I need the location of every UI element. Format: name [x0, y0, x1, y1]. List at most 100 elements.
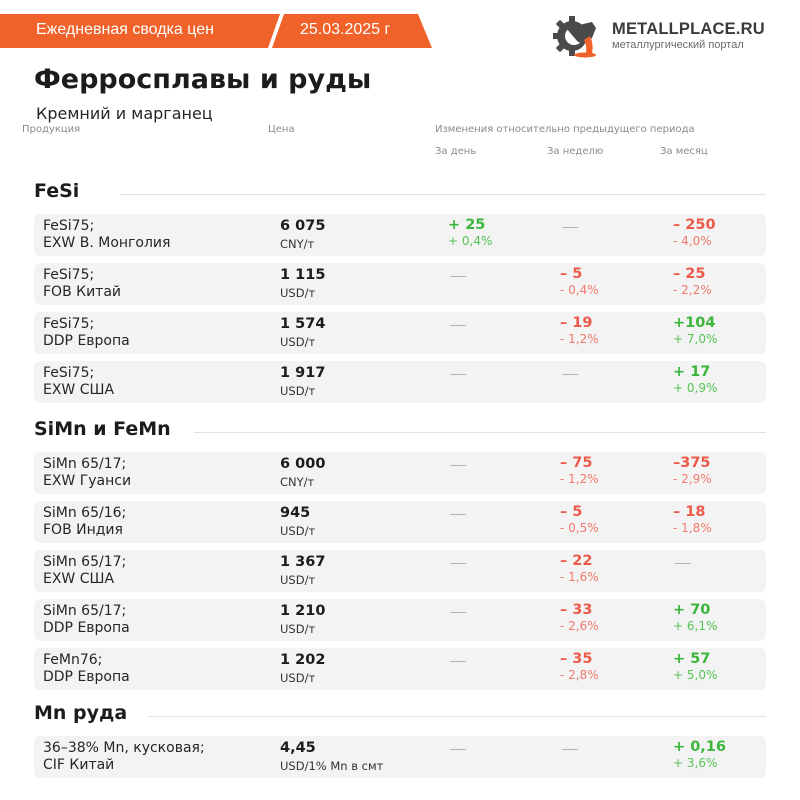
- change-month-value: + 57: [673, 651, 711, 667]
- price-unit: USD/т: [280, 573, 316, 587]
- change-day-value: + 25: [448, 217, 486, 233]
- price-unit: USD/т: [280, 671, 316, 685]
- change-month-value: + 0,16: [673, 739, 726, 755]
- price-unit: USD/т: [280, 384, 316, 398]
- table-row: SiMn 65/17; DDP Европа 1 210 USD/т – 33- 2,6…: [34, 599, 766, 641]
- change-month-value: – 250: [673, 217, 716, 233]
- table-row: 36–38% Mn, кусковая; CIF Китай 4,45 USD/1% …: [34, 736, 766, 778]
- price-value: 945: [280, 505, 311, 521]
- change-week: – 22- 1,6%: [560, 553, 599, 584]
- change-week-value: – 19: [560, 315, 593, 331]
- price-value: 1 917: [280, 365, 326, 381]
- no-change-dash-icon: [562, 227, 578, 228]
- price-value: 1 574: [280, 316, 326, 332]
- change-week: – 5- 0,5%: [560, 504, 599, 535]
- change-month-percent: + 3,6%: [673, 756, 718, 770]
- change-week-value: – 22: [560, 553, 593, 569]
- change-month-percent: - 2,2%: [673, 283, 712, 297]
- product-name: FeSi75; EXW США: [43, 365, 114, 399]
- product-basis: EXW В. Монголия: [43, 235, 171, 251]
- change-month-value: + 70: [673, 602, 711, 618]
- product-grade: FeMn76;: [43, 652, 103, 668]
- table-row: SiMn 65/17; EXW Гуанси 6 000 CNY/т – 75- 1,2…: [34, 452, 766, 494]
- change-month-value: – 18: [673, 504, 706, 520]
- change-month-percent: + 5,0%: [673, 668, 718, 682]
- price-unit: CNY/т: [280, 475, 315, 489]
- section-divider: [194, 432, 766, 433]
- change-month: – 25- 2,2%: [673, 266, 712, 297]
- section-title: FeSi: [34, 180, 80, 202]
- change-week-percent: - 1,2%: [560, 332, 599, 346]
- price-unit: USD/т: [280, 286, 316, 300]
- section-divider: [148, 716, 766, 717]
- change-month-value: –375: [673, 455, 711, 471]
- header-banner: Ежедневная сводка цен 25.03.2025 г: [0, 14, 432, 48]
- product-basis: CIF Китай: [43, 757, 115, 773]
- section-title: Mn руда: [34, 702, 128, 724]
- column-header-week: За неделю: [547, 146, 604, 157]
- product-grade: SiMn 65/17;: [43, 603, 127, 619]
- change-month: + 0,16 + 3,6%: [673, 739, 726, 770]
- product-basis: DDP Европа: [43, 669, 130, 685]
- logo-name: METALLPLACE.RU: [612, 20, 765, 38]
- page-subtitle: Кремний и марганец: [36, 104, 213, 123]
- table-row: FeSi75; FOB Китай 1 115 USD/т – 5- 0,4% – 25-…: [34, 263, 766, 305]
- price-value: 1 210: [280, 603, 326, 619]
- product-grade: FeSi75;: [43, 267, 95, 283]
- no-change-dash-icon: [450, 325, 466, 326]
- change-week-percent: - 2,6%: [560, 619, 599, 633]
- table-row: FeSi75; EXW США 1 917 USD/т + 17 + 0,9%: [34, 361, 766, 403]
- product-grade: FeSi75;: [43, 218, 95, 234]
- no-change-dash-icon: [450, 563, 466, 564]
- column-header-changes: Изменения относительно предыдущего перио…: [435, 124, 695, 135]
- change-week: – 35- 2,8%: [560, 651, 599, 682]
- column-header-product: Продукция: [22, 124, 81, 135]
- column-header-day: За день: [435, 146, 477, 157]
- change-month-value: + 17: [673, 364, 711, 380]
- ladle-gear-logo-icon: [553, 16, 596, 58]
- table-row: FeMn76; DDP Европа 1 202 USD/т – 35- 2,8% + 5…: [34, 648, 766, 690]
- section-title: SiMn и FeMn: [34, 418, 171, 440]
- price-value: 1 115: [280, 267, 326, 283]
- product-name: SiMn 65/17; DDP Европа: [43, 603, 130, 637]
- no-change-dash-icon: [450, 374, 466, 375]
- change-month: + 70 + 6,1%: [673, 602, 717, 633]
- column-header-month: За месяц: [660, 146, 708, 157]
- no-change-dash-icon: [450, 465, 466, 466]
- product-grade: SiMn 65/17;: [43, 554, 127, 570]
- change-month: +104 + 7,0%: [673, 315, 717, 346]
- change-month: + 57 + 5,0%: [673, 651, 717, 682]
- product-basis: EXW США: [43, 382, 115, 398]
- change-week-percent: - 2,8%: [560, 668, 599, 682]
- product-name: SiMn 65/17; EXW США: [43, 554, 126, 588]
- price-value: 1 202: [280, 652, 326, 668]
- product-grade: FeSi75;: [43, 365, 95, 381]
- price-unit: CNY/т: [280, 237, 315, 251]
- product-basis: EXW США: [43, 571, 115, 587]
- product-basis: DDP Европа: [43, 620, 130, 636]
- table-row: FeSi75; EXW В. Монголия 6 075 CNY/т + 25 + 0,…: [34, 214, 766, 256]
- site-logo[interactable]: METALLPLACE.RU металлургический портал: [552, 14, 772, 58]
- change-week-value: – 35: [560, 651, 593, 667]
- no-change-dash-icon: [450, 612, 466, 613]
- page-title: Ферросплавы и руды: [34, 64, 372, 95]
- product-name: SiMn 65/17; EXW Гуанси: [43, 456, 131, 490]
- change-month-percent: - 4,0%: [673, 234, 712, 248]
- price-unit: USD/1% Mn в смт: [280, 759, 384, 773]
- no-change-dash-icon: [450, 276, 466, 277]
- change-month: + 17 + 0,9%: [673, 364, 717, 395]
- change-week-percent: - 1,2%: [560, 472, 599, 486]
- price-unit: USD/т: [280, 524, 316, 538]
- change-month-percent: + 6,1%: [673, 619, 718, 633]
- change-month-value: +104: [673, 315, 716, 331]
- no-change-dash-icon: [675, 563, 691, 564]
- change-month-value: – 25: [673, 266, 706, 282]
- product-grade: SiMn 65/16;: [43, 505, 127, 521]
- price-value: 1 367: [280, 554, 326, 570]
- change-week-percent: - 0,5%: [560, 521, 599, 535]
- product-basis: FOB Китай: [43, 284, 121, 300]
- no-change-dash-icon: [562, 374, 578, 375]
- price-unit: USD/т: [280, 335, 316, 349]
- no-change-dash-icon: [450, 514, 466, 515]
- change-month-percent: - 2,9%: [673, 472, 712, 486]
